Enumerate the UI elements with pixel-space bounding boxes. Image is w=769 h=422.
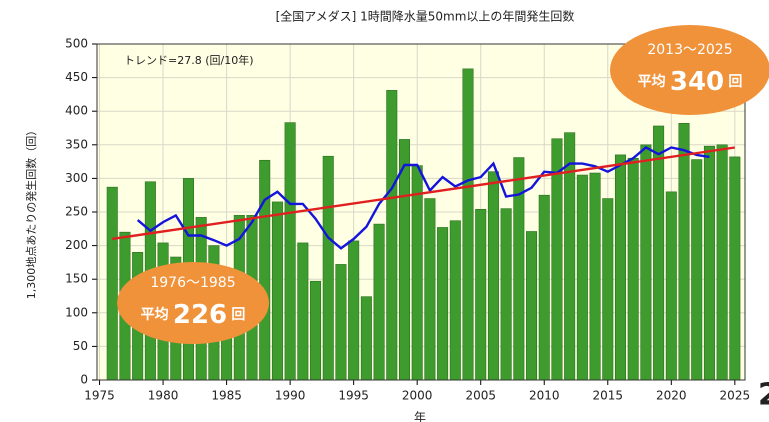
y-tick-label: 100 xyxy=(65,305,88,319)
bar xyxy=(576,174,588,381)
x-tick-label: 2020 xyxy=(656,389,687,403)
y-tick-label: 200 xyxy=(65,238,88,252)
bar xyxy=(627,157,639,381)
bar xyxy=(716,144,728,381)
x-tick-label: 1995 xyxy=(338,389,369,403)
bar xyxy=(653,125,665,381)
bar xyxy=(614,154,626,381)
x-tick-label: 2000 xyxy=(402,389,433,403)
bar xyxy=(487,171,499,381)
y-tick-label: 0 xyxy=(80,373,88,387)
line xyxy=(136,146,710,250)
bar xyxy=(322,155,334,381)
bar xyxy=(271,201,283,381)
y-tick-label: 150 xyxy=(65,272,88,286)
bar xyxy=(691,159,703,381)
bar xyxy=(360,296,372,381)
bar xyxy=(398,139,410,381)
bar xyxy=(449,220,461,381)
bar xyxy=(640,144,652,381)
bar xyxy=(106,186,118,381)
bar xyxy=(526,231,538,381)
annotation-unit: 回 xyxy=(728,74,742,90)
bar xyxy=(310,280,322,381)
bar xyxy=(284,122,296,381)
x-tick-label: 2010 xyxy=(529,389,560,403)
y-tick-label: 450 xyxy=(65,70,88,84)
annotation-ellipse xyxy=(117,262,269,344)
bar xyxy=(462,68,474,381)
bar xyxy=(373,223,385,381)
x-tick-label: 1980 xyxy=(148,389,179,403)
x-tick-label: 1990 xyxy=(275,389,306,403)
x-tick-label: 2025 xyxy=(720,389,751,403)
annotation-period: 1976〜1985 xyxy=(150,275,235,291)
bar xyxy=(411,165,423,381)
x-tick-label: 1985 xyxy=(211,389,242,403)
x-tick-label: 2015 xyxy=(593,389,624,403)
y-tick-label: 300 xyxy=(65,171,88,185)
bar xyxy=(665,191,677,381)
bar xyxy=(703,145,715,381)
line xyxy=(112,146,735,241)
bar xyxy=(475,209,487,381)
annotation-average: 平均 226 回 xyxy=(141,300,246,330)
x-tick-label: 2005 xyxy=(465,389,496,403)
annotation-ellipse xyxy=(610,25,769,115)
trend-note: トレンド=27.8 (回/10年) xyxy=(124,53,254,67)
x-axis-label: 年 xyxy=(414,411,426,422)
x-tick-label: 1975 xyxy=(84,389,115,403)
bar xyxy=(729,156,741,381)
bar xyxy=(589,172,601,381)
annotation-period: 2013〜2025 xyxy=(647,42,732,58)
y-tick-label: 50 xyxy=(73,339,88,353)
annotation-value: 226 xyxy=(173,300,227,330)
bar xyxy=(564,132,576,381)
bar xyxy=(678,122,690,381)
bar xyxy=(500,208,512,381)
bar xyxy=(335,264,347,381)
bar xyxy=(538,194,550,381)
chart-title: [全国アメダス] 1時間降水量50mm以上の年間発生回数 xyxy=(276,9,575,24)
bar xyxy=(437,227,449,381)
annotation-unit: 回 xyxy=(231,307,245,323)
plot-frame xyxy=(96,43,746,381)
bar xyxy=(348,240,360,381)
bar xyxy=(513,157,525,381)
y-tick-label: 500 xyxy=(65,37,88,51)
bar xyxy=(297,242,309,381)
bar xyxy=(259,159,271,381)
annotation-label: 平均 xyxy=(141,306,169,323)
y-axis-label: 1,300地点あたりの発生回数（回） xyxy=(24,125,38,300)
y-tick-label: 350 xyxy=(65,137,88,151)
y-tick-label: 250 xyxy=(65,205,88,219)
bar xyxy=(386,90,398,381)
annotation-average: 平均 340 回 xyxy=(638,67,743,97)
y-tick-label: 400 xyxy=(65,104,88,118)
annotation-value: 340 xyxy=(670,67,724,97)
annotation-label: 平均 xyxy=(638,73,666,90)
bar xyxy=(424,198,436,381)
bar xyxy=(602,198,614,381)
corner-text: 2 xyxy=(758,378,769,413)
